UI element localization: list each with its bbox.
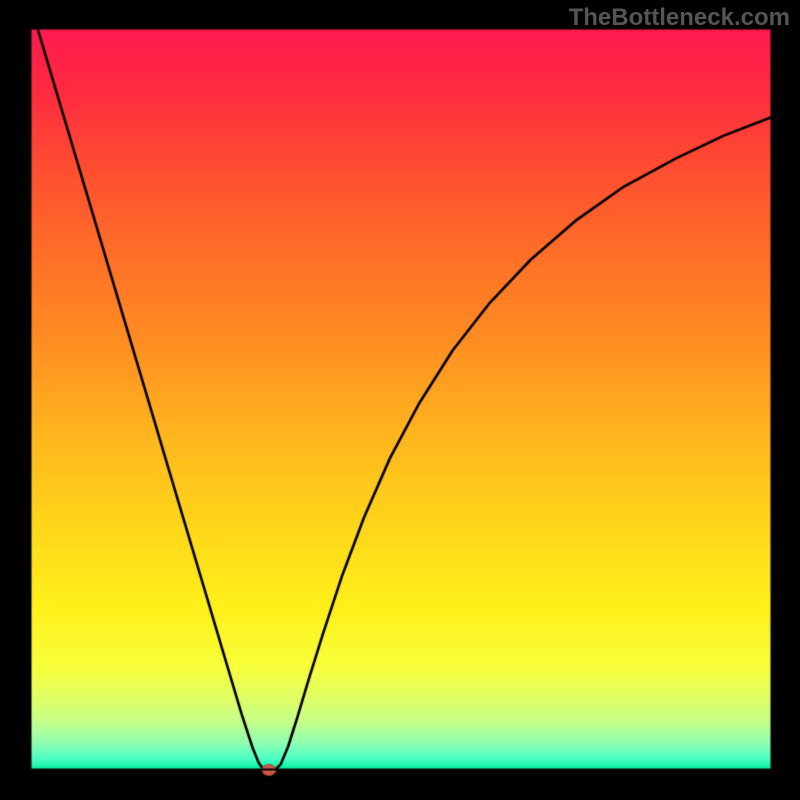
bottleneck-chart-canvas	[0, 0, 800, 800]
watermark-label: TheBottleneck.com	[569, 4, 790, 32]
chart-container: TheBottleneck.com	[0, 0, 800, 800]
